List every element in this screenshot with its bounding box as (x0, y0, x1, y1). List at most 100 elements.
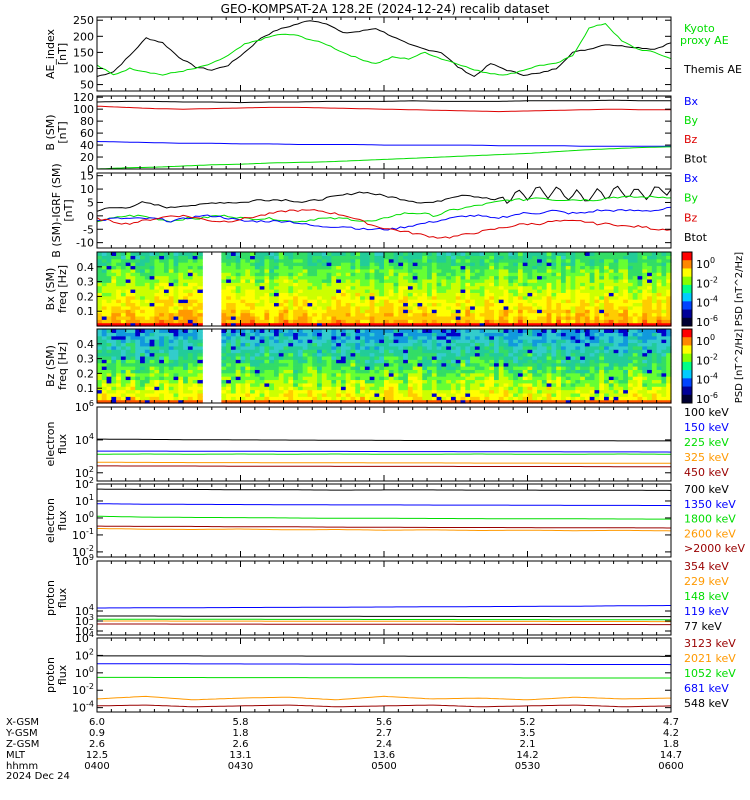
spectrogram-cell (149, 282, 155, 287)
spectrogram-cell (431, 315, 438, 320)
spectrogram-cell (312, 315, 318, 320)
spectrogram-cell (398, 275, 404, 280)
spectrogram-cell (412, 302, 419, 307)
spectrogram-cell (446, 305, 452, 310)
spectrogram-cell (517, 295, 524, 300)
spectrogram-cell (441, 382, 447, 387)
spectrogram-cell (192, 305, 199, 310)
spectrogram-cell (484, 372, 490, 377)
spectrogram-cell (345, 272, 352, 277)
spectrogram-cell (168, 332, 175, 337)
spectrogram-cell (441, 342, 447, 347)
spectrogram-cell (503, 278, 509, 283)
spectrogram-cell (187, 262, 194, 267)
spectrogram-cell (374, 355, 380, 360)
spectrogram-cell (527, 312, 533, 317)
spectrogram-cell (245, 376, 251, 381)
spectrogram-cell (130, 345, 136, 350)
spectrogram-cell (245, 255, 251, 260)
spectrogram-cell (163, 379, 170, 384)
spectrogram-cell (436, 382, 442, 387)
spectrogram-cell (604, 302, 610, 307)
spectrogram-cell (345, 379, 352, 384)
spectrogram-cell (120, 255, 127, 260)
spectrogram-cell (226, 362, 232, 367)
spectrogram-cell (417, 292, 423, 297)
spectrogram-cell (651, 319, 658, 324)
spectrogram-cell (120, 289, 127, 293)
spectrogram-cell (307, 369, 313, 374)
spectrogram-cell (259, 362, 266, 367)
spectrogram-cell (221, 302, 227, 307)
spectrogram-cell (154, 299, 160, 304)
spectrogram-cell (360, 289, 366, 293)
spectrogram-cell (484, 299, 490, 304)
spectrogram-cell (178, 309, 184, 314)
spectrogram-cell (446, 265, 452, 270)
spectrogram-cell (297, 322, 304, 327)
spectrogram-cell (398, 289, 404, 293)
spectrogram-cell (254, 272, 261, 277)
spectrogram-cell (269, 285, 275, 290)
spectrogram-cell (470, 392, 476, 397)
spectrogram-cell (369, 268, 376, 273)
spectrogram-cell (532, 252, 538, 256)
spectrogram-cell (264, 299, 270, 304)
spectrogram-cell (403, 255, 409, 260)
spectrogram-cell (240, 262, 246, 267)
spectrogram-cell (637, 292, 643, 297)
spectrogram-cell (278, 275, 285, 280)
spectrogram-cell (235, 379, 242, 384)
spectrogram-cell (221, 289, 227, 293)
spectrogram-cell (661, 272, 667, 277)
spectrogram-cell (321, 305, 328, 310)
spectrogram-cell (436, 299, 442, 304)
spectrogram-cell (264, 352, 270, 357)
spectrogram-cell (474, 299, 481, 304)
spectrogram-cell (259, 262, 266, 267)
spectrogram-cell (642, 319, 648, 324)
spectrogram-cell (388, 372, 395, 377)
spectrogram-cell (565, 295, 572, 300)
spectrogram-cell (293, 376, 299, 381)
spectrogram-cell (494, 282, 500, 287)
spectrogram-cell (465, 352, 471, 357)
spectrogram-cell (154, 359, 160, 364)
spectrogram-cell (489, 282, 495, 287)
spectrogram-cell (489, 302, 495, 307)
spectrogram-cell (360, 392, 366, 397)
spectrogram-cell (278, 268, 285, 273)
spectrogram-cell (384, 349, 390, 354)
spectrogram-cell (336, 272, 342, 277)
spectrogram-cell (388, 399, 395, 404)
spectrogram-cell (297, 352, 304, 357)
spectrogram-cell (527, 342, 533, 347)
spectrogram-cell (556, 299, 562, 304)
spectrogram-cell (317, 349, 323, 354)
spectrogram-cell (278, 362, 285, 367)
spectrogram-cell (106, 258, 112, 263)
spectrogram-cell (470, 289, 476, 293)
spectrogram-cell (608, 289, 615, 293)
spectrogram-cell (613, 315, 619, 320)
spectrogram-cell (336, 339, 342, 344)
spectrogram-cell (154, 309, 160, 314)
spectrogram-cell (273, 386, 280, 391)
spectrogram-cell (556, 309, 562, 314)
spectrogram-cell (240, 299, 246, 304)
spectrogram-cell (317, 362, 323, 367)
spectrogram-cell (522, 342, 529, 347)
spectrogram-cell (455, 305, 462, 310)
spectrogram-cell (106, 289, 112, 293)
spectrogram-cell (661, 315, 667, 320)
spectrogram-cell (293, 299, 299, 304)
spectrogram-cell (293, 315, 299, 320)
spectrogram-cell (149, 305, 155, 310)
spectrogram-cell (230, 376, 237, 381)
spectrogram-cell (479, 389, 486, 394)
spectrogram-cell (135, 362, 141, 367)
spectrogram-cell (130, 265, 136, 270)
spectrogram-cell (465, 392, 471, 397)
spectrogram-cell (130, 315, 136, 320)
spectrogram-cell (130, 342, 136, 347)
